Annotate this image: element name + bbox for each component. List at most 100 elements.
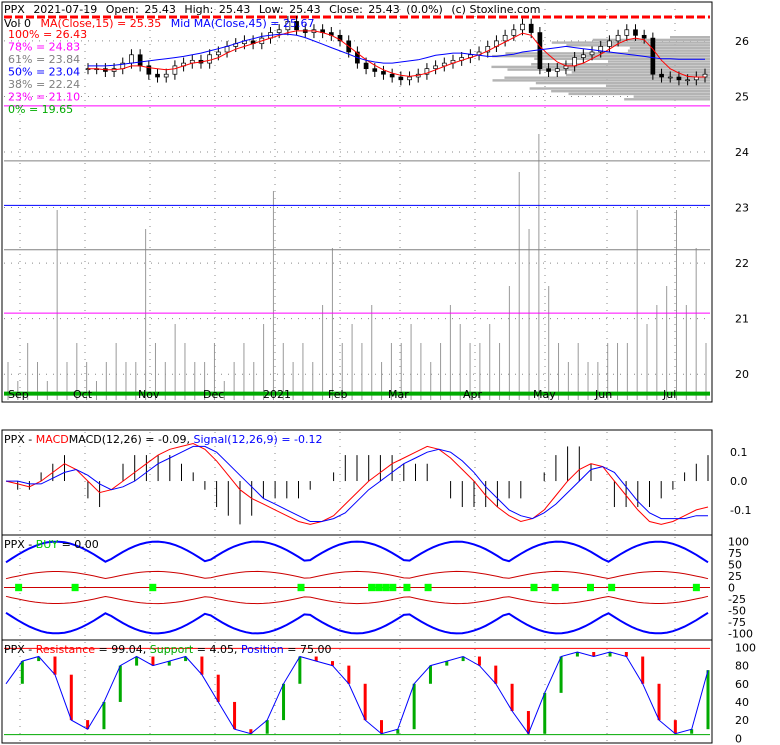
buy-y-tick: -25: [728, 593, 746, 606]
volume-profile-bar: [551, 41, 710, 44]
candle-body: [572, 57, 577, 67]
volume-profile-bar: [504, 76, 710, 79]
x-tick-label: Feb: [328, 388, 347, 401]
position-y-tick: 80: [735, 660, 749, 673]
buy-signal-marker: [692, 583, 700, 592]
x-tick-label: Apr: [463, 388, 483, 401]
candle-body: [216, 51, 221, 56]
candle-body: [502, 34, 508, 42]
candle-body: [485, 46, 491, 53]
candle-body: [337, 34, 343, 42]
volume-profile-bar: [531, 63, 710, 66]
candle-body: [129, 54, 134, 64]
position-y-tick: 20: [735, 714, 749, 727]
volume-profile-bar: [624, 98, 710, 101]
price-y-tick: 23: [735, 202, 749, 215]
candle-body: [667, 76, 673, 79]
buy-signal-marker: [71, 583, 79, 592]
position-y-tick: 40: [735, 696, 749, 709]
macd-lines: [5, 442, 709, 525]
candle-body: [528, 23, 534, 33]
price-y-tick: 25: [735, 90, 749, 103]
fib-label: 78% = 24.83: [8, 41, 80, 54]
candle-body: [363, 62, 369, 70]
candle-body: [520, 23, 525, 31]
legend-line: Vol 0 MA(Close,15) = 25.35 Mid MA(Close,…: [4, 17, 315, 30]
macd-y-tick: 0.0: [730, 475, 748, 488]
volume-profile-bar: [607, 60, 710, 63]
x-tick-label: Oct: [73, 388, 93, 401]
volume-profile-bar: [629, 46, 710, 50]
fib-label: 100% = 26.43: [8, 28, 87, 41]
candle-body: [633, 29, 638, 36]
x-tick-label: Nov: [138, 388, 160, 401]
fib-label: 0% = 19.65: [8, 103, 73, 116]
fib-label: 50% = 23.04: [8, 66, 80, 79]
buy-y-tick: 75: [728, 547, 742, 560]
signal-line: [6, 445, 708, 522]
volume-profile-bar: [492, 79, 710, 82]
candle-body: [389, 73, 395, 78]
buy-signal-marker: [15, 583, 23, 592]
volume-profile-bar: [505, 52, 710, 55]
buy-y-tick: -100: [728, 627, 753, 640]
volume-profile-bar: [605, 84, 710, 87]
macd-label: PPX - MACDMACD(12,26) = -0.09, Signal(12…: [4, 433, 323, 446]
buy-signal-marker: [551, 583, 559, 592]
buy-signal-marker: [375, 583, 383, 592]
volume-profile-bar: [566, 44, 710, 47]
x-tick-label: 2021: [263, 388, 291, 401]
buy-signal-marker: [403, 583, 411, 592]
buy-lower-band: [5, 611, 709, 635]
candle-body: [546, 68, 551, 72]
candle-body: [641, 34, 647, 39]
candle-body: [554, 68, 560, 72]
candle-body: [172, 65, 178, 75]
volume-profile-bar: [529, 87, 710, 90]
buy-signal-marker: [586, 583, 594, 592]
buy-signal-marker: [530, 583, 538, 592]
candle-body: [598, 46, 604, 53]
buy-signal-marker: [149, 583, 157, 592]
candle-body: [398, 76, 404, 81]
candle-body: [624, 29, 630, 36]
buy-y-tick: 0: [728, 582, 735, 595]
volume-profile-bar: [551, 90, 710, 93]
candle-body: [589, 51, 595, 56]
candle-body: [685, 79, 690, 82]
x-tick-label: Mar: [388, 388, 409, 401]
moving-averages: [88, 30, 705, 78]
candle-body: [607, 40, 612, 47]
candle-body: [381, 71, 386, 75]
candle-body: [276, 29, 282, 33]
header-line: PPX 2021-07-19 Open: 25.43 High: 25.43 L…: [4, 3, 541, 16]
candle-body: [433, 65, 438, 70]
candle-body: [146, 65, 152, 75]
price-y-tick: 20: [735, 368, 749, 381]
volume-profile-bar: [670, 36, 710, 39]
volume-profile-bar: [627, 49, 710, 52]
candle-body: [137, 54, 143, 67]
fib-label: 23% = 21.10: [8, 91, 80, 104]
fib-label: 61% = 23.84: [8, 53, 80, 66]
buy-signal-marker: [297, 583, 305, 592]
x-tick-label: Dec: [203, 388, 224, 401]
buy-y-tick: 50: [728, 559, 742, 572]
buy-y-tick: -75: [728, 616, 746, 629]
buy-signal-marker: [368, 583, 376, 592]
x-tick-label: Jul: [662, 388, 676, 401]
buy-signal-marker: [424, 583, 432, 592]
buy-upper-band: [5, 540, 709, 564]
position-y-tick: 100: [735, 641, 756, 654]
position-line: [5, 651, 709, 735]
candle-body: [407, 76, 412, 81]
x-tick-label: May: [533, 388, 556, 401]
volume-profile-bar: [633, 95, 710, 98]
buy-signal-marker: [389, 583, 397, 592]
buy-signal-marker: [608, 583, 616, 592]
candle-body: [207, 54, 213, 64]
macd-line: [5, 442, 709, 525]
volume-profile-bar: [568, 92, 710, 96]
